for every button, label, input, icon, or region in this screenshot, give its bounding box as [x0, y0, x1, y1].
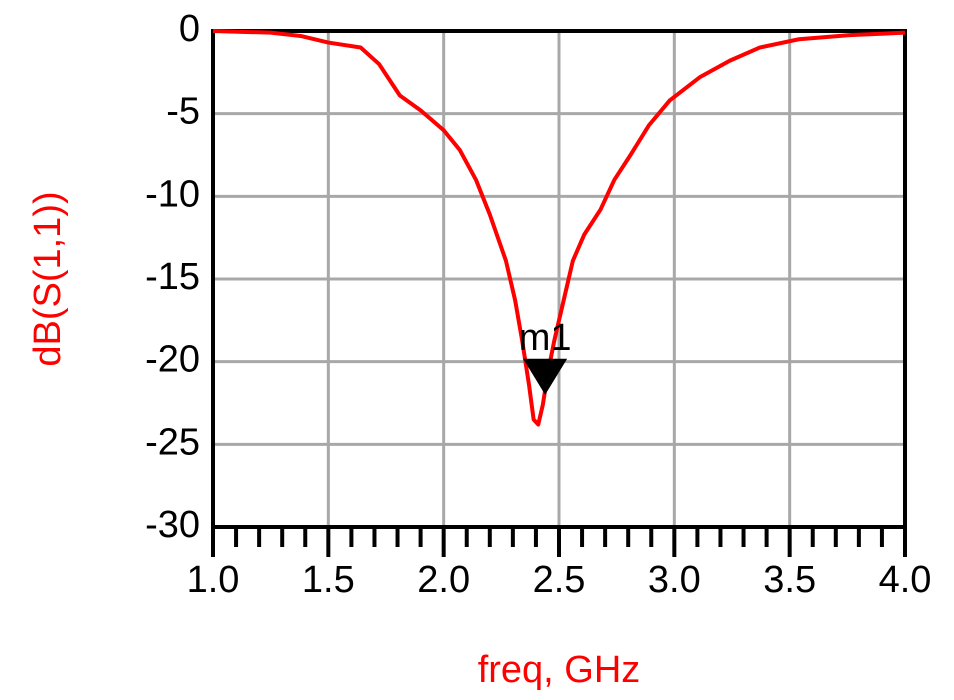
marker-label: m1 [519, 317, 572, 359]
data-line [212, 29, 906, 427]
x-tick-label: 2.0 [417, 559, 470, 601]
x-tick-label: 3.0 [648, 559, 701, 601]
y-tick-label: 0 [179, 8, 200, 50]
y-tick-label: -25 [145, 421, 200, 463]
y-tick-label: -15 [145, 256, 200, 298]
plot-border [211, 29, 907, 529]
x-tick-label: 2.5 [533, 559, 586, 601]
x-tick-label: 1.5 [302, 559, 355, 601]
y-tick-label: -5 [166, 91, 200, 133]
marker [523, 358, 568, 395]
x-tick-label: 4.0 [879, 559, 932, 601]
x-tick-label: 3.5 [763, 559, 816, 601]
y-tick-label: -20 [145, 339, 200, 381]
y-tick-label: -30 [145, 504, 200, 546]
y-axis-label: dB(S(1,1)) [27, 191, 69, 366]
y-tick-label: -10 [145, 173, 200, 215]
x-tick-label: 1.0 [187, 559, 240, 601]
x-axis-label: freq, GHz [478, 649, 641, 691]
